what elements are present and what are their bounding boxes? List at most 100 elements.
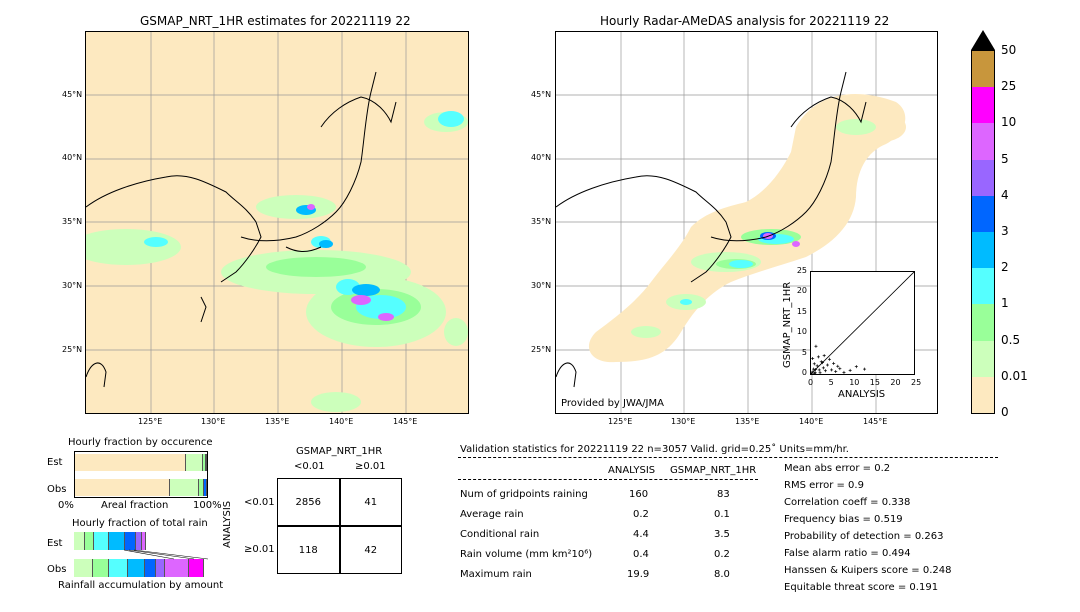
scatter-point <box>836 364 840 368</box>
contingency-cell: 42 <box>339 526 402 574</box>
scatter-point <box>814 344 818 348</box>
colorbar-tick-label: 5 <box>1001 151 1009 166</box>
scatter-xlabel: ANALYSIS <box>838 389 886 400</box>
bar-segment <box>108 559 128 577</box>
scatter-point <box>814 368 818 372</box>
colorbar <box>971 50 995 414</box>
scatter-y-tick: 10 <box>796 327 807 337</box>
total-rain-bar-obs <box>74 559 208 577</box>
colorbar-segment <box>972 304 994 341</box>
contingency-cell: 2856 <box>277 478 340 526</box>
colorbar-segment <box>972 123 994 160</box>
right-lat-tick: 30°N <box>531 281 552 290</box>
contingency-table: 2856 41 118 42 <box>277 478 402 574</box>
scatter-point <box>828 357 832 361</box>
total-rain-connectors <box>123 549 208 560</box>
scatter-point <box>816 355 820 359</box>
colorbar-tick-label: 2 <box>1001 260 1009 275</box>
left-lon-tick: 125°E <box>138 417 163 426</box>
validation-row-label: Average rain <box>460 509 524 520</box>
scatter-y-tick: 0 <box>801 368 807 377</box>
right-lon-tick: 130°E <box>671 417 696 426</box>
validation-row-gsmap: 8.0 <box>714 569 730 580</box>
bar-segment <box>204 479 207 496</box>
scatter-x-tick: 5 <box>828 378 834 387</box>
occurrence-bar-obs <box>75 479 207 496</box>
validation-row-analysis: 0.4 <box>633 549 649 560</box>
scatter-point <box>821 361 825 365</box>
scatter-point <box>830 368 834 372</box>
left-lat-tick: 30°N <box>62 281 83 290</box>
validation-score: Hanssen & Kuipers score = 0.248 <box>784 565 952 576</box>
right-lat-tick: 35°N <box>531 217 552 226</box>
bar-segment <box>92 559 109 577</box>
validation-row-analysis: 4.4 <box>633 529 649 540</box>
total-rain-row-est: Est <box>47 538 63 549</box>
scatter-point <box>842 370 846 374</box>
scatter-point <box>811 356 815 360</box>
validation-row-analysis: 19.9 <box>627 569 650 580</box>
colorbar-segment <box>972 159 994 196</box>
contingency-cell: 118 <box>277 526 340 574</box>
validation-score: Probability of detection = 0.263 <box>784 531 944 542</box>
left-lon-tick: 135°E <box>265 417 290 426</box>
validation-score: False alarm ratio = 0.494 <box>784 548 911 559</box>
occurrence-axes <box>74 451 208 498</box>
validation-row-label: Rain volume (mm km²10⁶) <box>460 549 593 560</box>
colorbar-tick-label: 0.5 <box>1001 332 1021 347</box>
colorbar-tick-label: 1 <box>1001 296 1009 311</box>
scatter-x-tick: 25 <box>911 378 922 387</box>
bar-segment <box>135 532 143 550</box>
validation-score: Correlation coeff = 0.338 <box>784 497 911 508</box>
validation-row-analysis: 160 <box>629 489 649 500</box>
scatter-x-tick: 20 <box>890 378 901 387</box>
validation-subdivider <box>458 479 758 480</box>
colorbar-tick-label: 50 <box>1001 43 1017 57</box>
contingency-col-label: <0.01 <box>294 461 325 472</box>
left-lat-tick: 45°N <box>62 90 83 99</box>
left-map-canvas <box>86 32 468 413</box>
bar-segment <box>165 559 190 577</box>
bar-segment <box>74 559 93 577</box>
bar-segment <box>124 532 136 550</box>
scatter-point <box>811 367 815 371</box>
occurrence-row-obs: Obs <box>47 484 67 495</box>
occurrence-x-right: 100% <box>193 500 222 511</box>
validation-row-label: Num of gridpoints raining <box>460 489 588 500</box>
validation-divider <box>458 457 998 458</box>
occurrence-x-left: 0% <box>58 500 74 511</box>
scatter-x-tick: 10 <box>849 378 860 387</box>
scatter-y-tick: 5 <box>801 347 807 357</box>
right-lon-tick: 145°E <box>863 417 888 426</box>
left-map-title: GSMAP_NRT_1HR estimates for 20221119 22 <box>140 14 411 28</box>
right-lat-tick: 25°N <box>531 345 552 354</box>
right-lon-tick: 140°E <box>799 417 824 426</box>
total-rain-xlabel: Rainfall accumulation by amount <box>58 580 224 591</box>
validation-col-analysis: ANALYSIS <box>608 465 656 476</box>
right-lat-tick: 45°N <box>531 90 552 99</box>
contingency-col-label: ≥0.01 <box>355 461 386 472</box>
validation-score: Equitable threat score = 0.191 <box>784 582 939 593</box>
colorbar-segment <box>972 340 994 377</box>
scatter-point <box>863 367 867 371</box>
validation-score: RMS error = 0.9 <box>784 480 864 491</box>
validation-row-gsmap: 0.1 <box>714 509 730 520</box>
colorbar-segment <box>972 195 994 232</box>
validation-row-label: Maximum rain <box>460 569 532 580</box>
colorbar-tick-label: 0.01 <box>1001 368 1028 383</box>
scatter-point <box>848 368 852 372</box>
bar-segment <box>94 532 109 550</box>
scatter-point <box>823 369 827 373</box>
colorbar-segment <box>972 376 994 413</box>
scatter-plot <box>810 271 915 376</box>
contingency-cell: 41 <box>339 478 402 526</box>
colorbar-segment <box>972 51 994 88</box>
bar-segment <box>142 532 147 550</box>
scatter-diagonal <box>810 271 915 375</box>
bar-segment <box>199 479 205 496</box>
left-lon-tick: 145°E <box>393 417 418 426</box>
validation-row-label: Conditional rain <box>460 529 540 540</box>
right-map-canvas <box>556 32 937 413</box>
right-lon-tick: 135°E <box>735 417 760 426</box>
scatter-inset <box>810 271 915 376</box>
